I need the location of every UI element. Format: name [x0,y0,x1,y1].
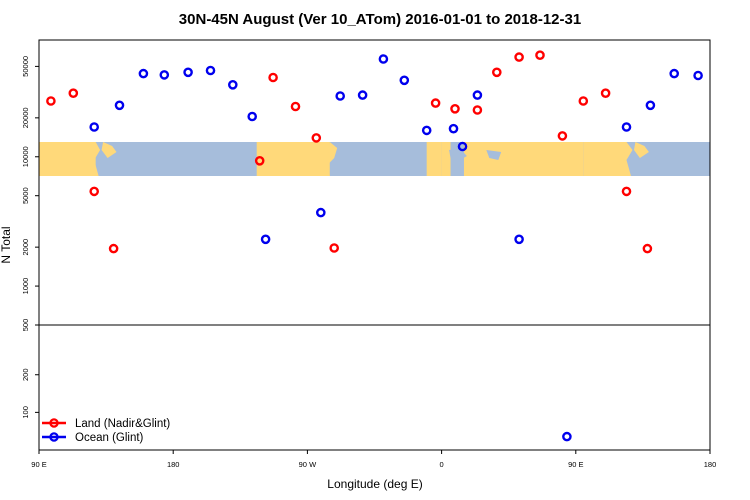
ocean-point [260,234,271,245]
legend-land-marker [49,418,59,428]
x-tick-label: 180 [167,460,180,469]
upper-plot-frame [38,39,711,326]
ocean-point [645,100,656,111]
map-sea-mediterranean [449,148,467,162]
y-tick-label-upper: 50000 [21,56,30,77]
x-axis: 90 E 180 90 W 0 90 E 180 [31,450,716,469]
land-point [89,186,99,197]
ocean-point [562,431,572,442]
legend: Land (Nadir&Glint) Ocean (Glint) [42,418,170,444]
land-point [450,104,460,114]
ocean-point [669,68,680,79]
lower-plot-frame [38,324,711,451]
land-point [329,243,340,253]
ocean-point [335,91,346,101]
map-land-na-coast [322,142,338,176]
land-point [430,98,441,108]
land-point [254,155,265,166]
map-land-korea-coast [86,142,101,176]
y-tick-label-lower: 200 [21,368,30,381]
land-point [578,96,589,106]
ocean-point [448,123,459,134]
ocean-point [247,111,257,122]
map-land-iberia [426,142,442,176]
x-tick-label: 90 E [31,460,46,469]
land-point [642,243,653,254]
map-land-japan-2 [634,142,649,158]
land-point [472,105,483,115]
ocean-point [183,67,193,78]
ocean-point [89,122,99,132]
ocean-point [514,234,524,245]
ocean-point [472,90,483,100]
map-sea-caspian [486,150,502,160]
x-axis-label: Longitude (deg E) [327,477,422,491]
map-land-asia-middle [463,142,584,176]
map-land-asia-east [39,142,96,176]
x-tick-label: 90 W [299,460,317,469]
chart-title: 30N-45N August (Ver 10_ATom) 2016-01-01 … [179,11,581,28]
y-tick-label-lower: 500 [21,319,30,332]
legend-ocean-marker [49,432,59,442]
ocean-point [315,207,326,218]
x-tick-label: 180 [704,460,717,469]
land-point [311,133,322,143]
land-point [268,72,278,83]
y-tick-label-upper: 20000 [21,107,30,128]
y-axis-upper: 1000 2000 5000 10000 20000 50000 [21,56,39,294]
map-band [39,142,710,176]
land-point [600,88,611,98]
data-points [46,50,703,442]
ocean-point [457,141,468,152]
y-axis-label: N Total [0,226,13,263]
land-point [514,52,524,62]
y-axis-lower: 100 200 500 [21,319,39,419]
y-tick-label-upper: 10000 [21,146,30,167]
map-land-korea-coast-2 [619,142,633,176]
land-point [108,243,119,254]
y-tick-label-upper: 2000 [21,239,30,256]
ocean-point [138,68,149,79]
y-tick-label-upper: 1000 [21,278,30,295]
x-tick-label: 0 [440,460,444,469]
map-land-asia-east-2 [583,142,627,176]
ocean-point [378,54,389,64]
land-point [46,96,56,106]
legend-ocean-label: Ocean (Glint) [75,432,144,444]
land-point [491,67,502,78]
ocean-point [693,70,703,81]
ocean-point [205,65,216,76]
land-point [290,101,301,112]
ocean-point [357,90,368,100]
ocean-point [421,125,432,136]
ocean-point [399,75,410,86]
land-point [621,186,632,197]
ocean-point [621,122,632,132]
x-tick-label: 90 E [568,460,583,469]
map-land-japan [101,142,117,158]
ocean-point [227,80,238,90]
legend-land-label: Land (Nadir&Glint) [75,418,170,430]
map-land-north-america [256,142,330,176]
land-point [68,88,79,98]
y-tick-label-lower: 100 [21,406,30,419]
y-tick-label-upper: 5000 [21,187,30,204]
ocean-point [114,100,125,111]
ocean-point [159,70,170,80]
land-point [557,131,568,141]
land-point [535,50,545,61]
map-land-north-africa [441,142,451,176]
